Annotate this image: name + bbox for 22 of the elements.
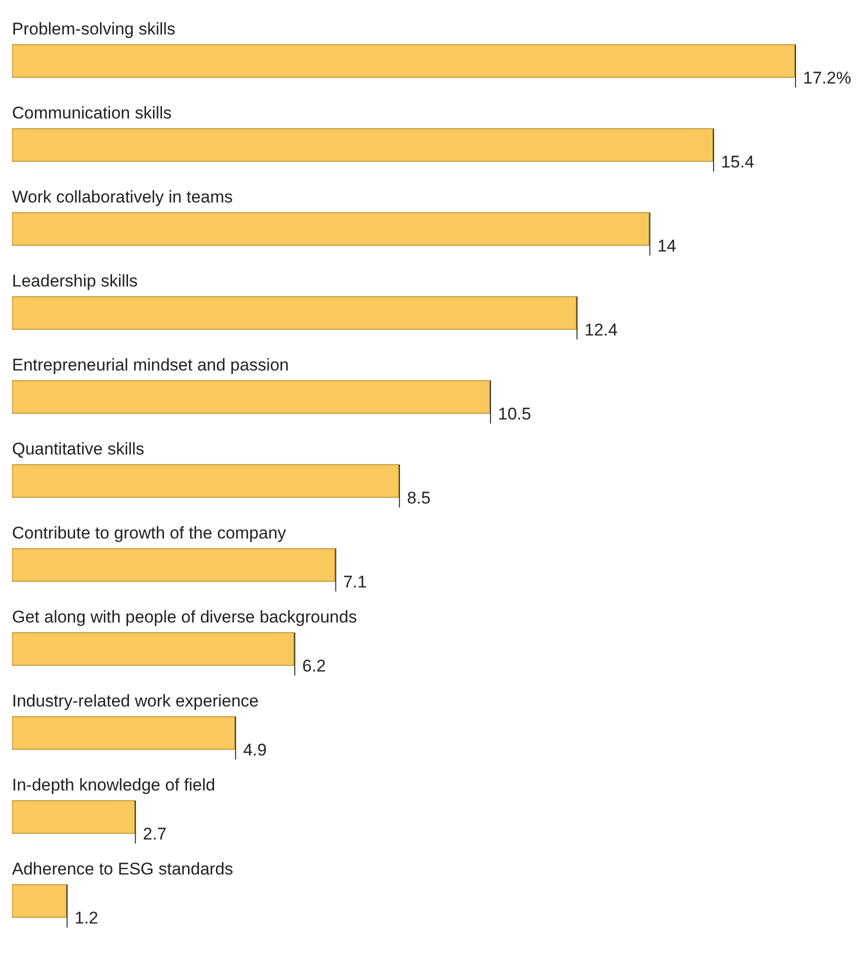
y-tick-label: Work collaboratively in teams	[12, 188, 233, 207]
data-label: 2.7	[142, 824, 167, 844]
data-label: 4.9	[243, 740, 267, 760]
y-tick-label: Problem-solving skills	[12, 20, 176, 39]
data-label: 15.4	[721, 152, 754, 172]
y-tick-label: Contribute to growth of the company	[12, 524, 287, 543]
data-label: 14	[657, 236, 676, 256]
data-label: 8.5	[406, 488, 431, 508]
y-tick-label: Adherence to ESG standards	[12, 860, 234, 879]
data-label: 12.4	[584, 320, 618, 340]
y-tick-label: Get along with people of diverse backgrounds	[12, 608, 357, 627]
y-tick-label: Quantitative skills	[12, 440, 144, 459]
y-tick-label: In-depth knowledge of field	[12, 776, 216, 795]
y-tick-label: Entrepreneurial mindset and passion	[12, 356, 289, 375]
data-label: 6.2	[302, 656, 326, 676]
data-label: 17.2%	[803, 68, 852, 88]
data-label: 1.2	[74, 908, 98, 928]
data-label: 7.1	[343, 572, 367, 592]
y-tick-label: Leadership skills	[12, 272, 138, 291]
y-tick-label: Communication skills	[12, 104, 172, 123]
data-label: 10.5	[498, 404, 532, 424]
y-tick-label: Industry-related work experience	[12, 692, 259, 711]
